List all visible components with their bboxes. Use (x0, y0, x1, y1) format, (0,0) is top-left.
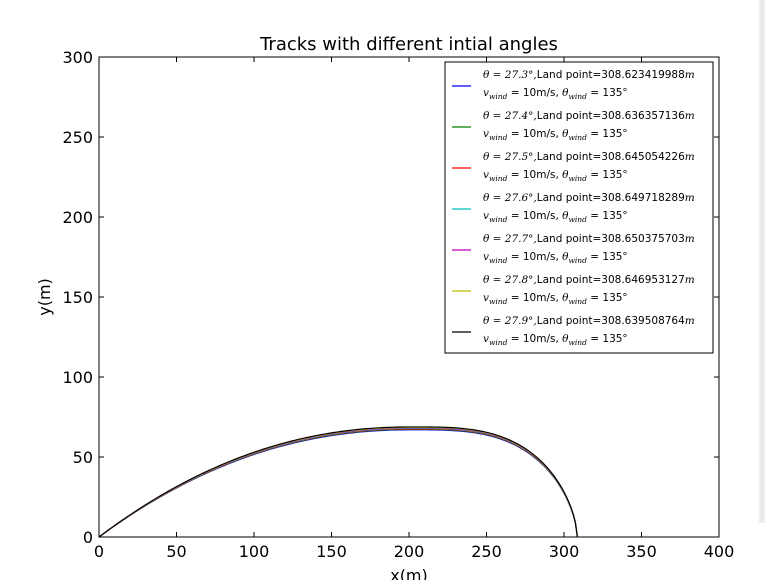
legend-label-line2: vwind = 10m/s, θwind = 135° (483, 251, 628, 265)
x-tick-label: 100 (239, 542, 270, 561)
series-line-1 (98, 429, 578, 538)
legend-label-line2: vwind = 10m/s, θwind = 135° (483, 169, 628, 183)
legend-label-line1: θ = 27.8°,Land point=308.646953127m (483, 274, 695, 286)
legend-frame (444, 61, 714, 354)
legend: θ = 27.3°,Land point=308.623419988m vwind… (444, 61, 714, 354)
y-axis-label: y(m) (35, 278, 54, 316)
x-tick-label: 150 (316, 542, 347, 561)
legend-label-line2: vwind = 10m/s, θwind = 135° (483, 210, 628, 224)
legend-label-line1: θ = 27.3°,Land point=308.623419988m (483, 69, 695, 81)
y-tick-label: 0 (83, 528, 93, 547)
y-tick-label: 200 (62, 208, 93, 227)
x-axis-label: x(m) (390, 566, 428, 580)
legend-label-line2: vwind = 10m/s, θwind = 135° (483, 128, 628, 142)
legend-label-line1: θ = 27.4°,Land point=308.636357136m (483, 110, 695, 122)
legend-label-line2: vwind = 10m/s, θwind = 135° (483, 333, 628, 347)
x-tick-label: 250 (471, 542, 502, 561)
x-tick-label: 50 (166, 542, 186, 561)
legend-item: θ = 27.9°,Land point=308.639508764m vwind… (452, 315, 695, 347)
plot-lines (98, 426, 579, 538)
y-tick-label: 100 (62, 368, 93, 387)
x-tick-label: 300 (549, 542, 580, 561)
series-line-3 (98, 428, 578, 538)
legend-item: θ = 27.5°,Land point=308.645054226m vwind… (452, 151, 695, 183)
legend-label-line1: θ = 27.7°,Land point=308.650375703m (483, 233, 695, 245)
legend-item: θ = 27.7°,Land point=308.650375703m vwind… (452, 233, 695, 265)
y-tick-label: 50 (73, 448, 93, 467)
x-tick-label: 0 (94, 542, 104, 561)
series-line-2 (98, 428, 578, 538)
y-tick-label: 250 (62, 128, 93, 147)
legend-label-line1: θ = 27.6°,Land point=308.649718289m (483, 192, 695, 204)
series-line-5 (98, 427, 579, 538)
legend-label-line2: vwind = 10m/s, θwind = 135° (483, 292, 628, 306)
y-tick-label: 300 (62, 48, 93, 67)
legend-label-line2: vwind = 10m/s, θwind = 135° (483, 87, 628, 101)
legend-label-line1: θ = 27.5°,Land point=308.645054226m (483, 151, 695, 163)
x-axis: 0 50 100 150 200 250 300 350 400 (94, 57, 734, 561)
legend-label-line1: θ = 27.9°,Land point=308.639508764m (483, 315, 695, 327)
x-tick-label: 400 (704, 542, 735, 561)
series-line-6 (98, 426, 578, 538)
chart-title: Tracks with different intial angles (259, 34, 558, 55)
series-line-7 (98, 426, 578, 538)
x-tick-label: 200 (394, 542, 425, 561)
y-axis: 0 50 100 150 200 250 300 (62, 48, 719, 547)
x-tick-label: 350 (626, 542, 657, 561)
legend-item: θ = 27.3°,Land point=308.623419988m vwind… (452, 69, 695, 101)
window-edge (758, 0, 765, 523)
y-tick-label: 150 (62, 288, 93, 307)
series-line-4 (98, 427, 579, 538)
legend-item: θ = 27.8°,Land point=308.646953127m vwind… (452, 274, 695, 306)
legend-item: θ = 27.6°,Land point=308.649718289m vwind… (452, 192, 695, 224)
legend-item: θ = 27.4°,Land point=308.636357136m vwind… (452, 110, 695, 142)
